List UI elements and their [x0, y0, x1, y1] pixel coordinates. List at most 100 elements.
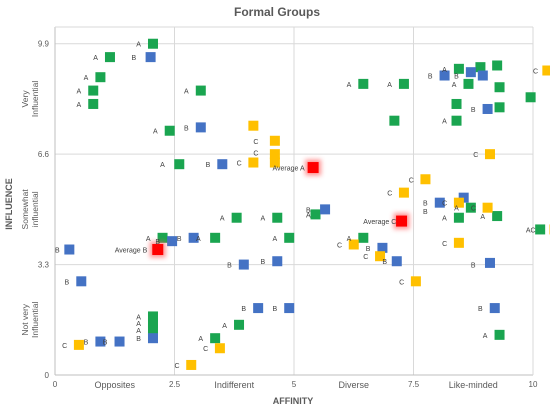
point-label: A	[452, 82, 457, 89]
data-points	[64, 38, 550, 370]
point-label: C	[533, 69, 538, 76]
point-label: Average B	[115, 248, 148, 255]
point-c	[453, 237, 464, 248]
point-b	[434, 197, 445, 208]
point-b	[238, 259, 249, 270]
point-c	[484, 149, 495, 160]
point-a	[453, 63, 464, 74]
point-a	[358, 232, 369, 243]
y-tick-label: 3.3	[38, 261, 50, 270]
point-c	[375, 251, 386, 262]
point-label: A	[480, 214, 485, 221]
point-label: C	[442, 201, 447, 208]
point-a	[284, 232, 295, 243]
point-b	[484, 257, 495, 268]
point-a	[272, 212, 283, 223]
point-b	[76, 276, 87, 287]
x-category-label: Indifferent	[214, 380, 254, 390]
y-category-label: Not veryInfluential	[20, 301, 40, 337]
point-label: B	[478, 306, 483, 313]
point-a	[310, 209, 321, 220]
point-b	[167, 236, 178, 247]
x-axis-label: AFFINITY	[273, 396, 314, 406]
x-tick-label: 7.5	[408, 380, 420, 389]
point-label: B	[241, 306, 246, 313]
point-a	[210, 333, 221, 344]
point-a	[157, 232, 168, 243]
category-labels: Opposites Indifferent Diverse Like-minded No…	[20, 81, 498, 390]
point-c	[482, 202, 493, 213]
point-a	[88, 85, 99, 96]
point-label: A	[220, 216, 225, 223]
point-a	[453, 212, 464, 223]
point-label: Average C	[363, 219, 396, 226]
x-category-label: Diverse	[338, 380, 369, 390]
point-c	[73, 339, 84, 350]
point-label: C	[253, 150, 258, 157]
point-b	[188, 232, 199, 243]
point-label: A	[77, 102, 82, 109]
point-label: B	[366, 246, 371, 253]
point-label: A	[136, 314, 141, 321]
point-label: B	[306, 207, 311, 214]
point-label: B	[206, 162, 211, 169]
point-average	[307, 162, 319, 174]
point-b	[458, 192, 469, 203]
point-label: A	[442, 216, 447, 223]
point-average	[396, 215, 408, 227]
point-label: C	[471, 206, 476, 213]
point-average	[152, 244, 164, 256]
point-label: A	[196, 236, 201, 243]
point-a	[494, 329, 505, 340]
point-label: A	[442, 119, 447, 126]
point-c	[269, 135, 280, 146]
point-a	[389, 115, 400, 126]
point-label: A	[136, 328, 141, 335]
point-a	[95, 72, 106, 83]
y-tick-label: 0	[45, 371, 50, 380]
point-b	[272, 256, 283, 267]
point-label: C	[175, 363, 180, 370]
point-a	[398, 78, 409, 89]
point-c	[348, 239, 359, 250]
point-label: A	[347, 82, 352, 89]
x-tick-label: 10	[529, 380, 538, 389]
y-tick-label: 9.9	[38, 40, 50, 49]
point-label: C	[363, 254, 368, 261]
point-b	[145, 52, 156, 63]
point-label: B	[103, 340, 108, 347]
point-label: A	[347, 236, 352, 243]
point-c	[410, 276, 421, 287]
point-label: A	[454, 206, 459, 213]
point-label: A	[442, 67, 447, 74]
point-label: AC	[526, 227, 536, 234]
point-b	[482, 103, 493, 114]
point-c	[398, 187, 409, 198]
point-label: C	[442, 241, 447, 248]
point-a	[492, 211, 503, 222]
x-tick-label: 5	[292, 380, 297, 389]
point-a	[147, 324, 158, 335]
point-a	[451, 115, 462, 126]
point-label: A	[136, 321, 141, 328]
point-b	[284, 303, 295, 314]
point-label: B	[382, 259, 387, 266]
y-category-label: Somewhatinfluential	[20, 189, 40, 230]
point-b	[477, 70, 488, 81]
y-tick-label: 6.6	[38, 150, 50, 159]
point-label: C	[253, 139, 258, 146]
point-b	[391, 256, 402, 267]
point-c	[420, 174, 431, 185]
point-label: C	[399, 279, 404, 286]
point-a	[494, 82, 505, 93]
point-label: B	[454, 74, 459, 81]
point-label: B	[227, 263, 232, 270]
point-label: B	[471, 107, 476, 114]
point-label: B	[136, 336, 141, 343]
point-label: A	[272, 236, 277, 243]
point-a	[494, 102, 505, 113]
point-label: A	[387, 82, 392, 89]
point-label: B	[272, 306, 277, 313]
point-b	[64, 244, 75, 255]
